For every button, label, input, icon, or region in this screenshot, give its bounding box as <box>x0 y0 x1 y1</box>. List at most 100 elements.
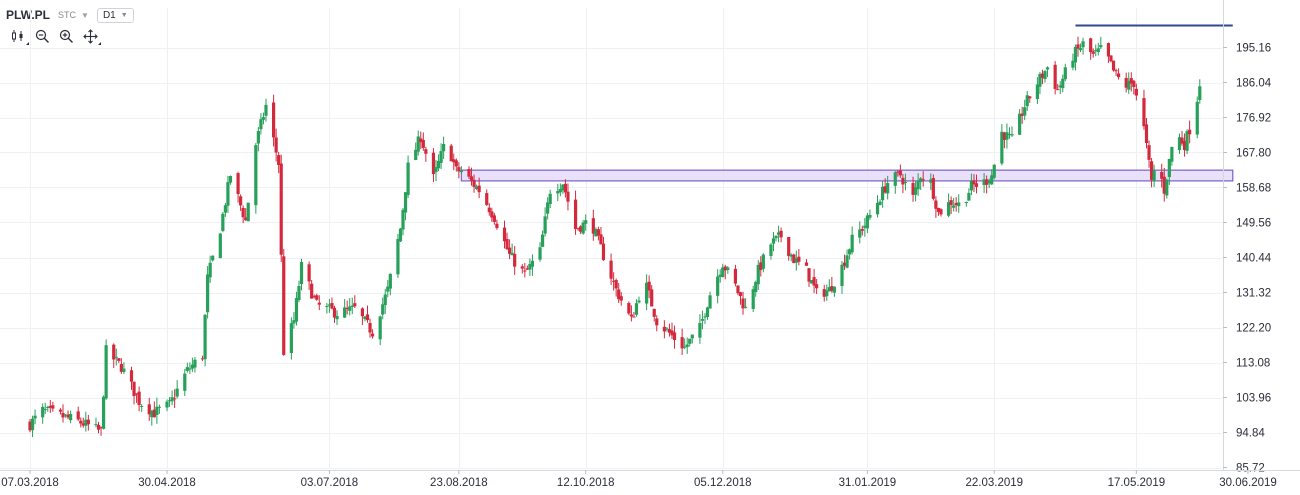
time-tick-label: 05.12.2018 <box>694 477 752 489</box>
candle-up <box>528 263 532 270</box>
candle-up <box>584 220 588 224</box>
candle-up <box>188 368 192 370</box>
candle-up <box>1005 132 1009 140</box>
candle-down <box>647 281 651 291</box>
candle-down <box>81 423 85 426</box>
candle-up <box>863 225 867 228</box>
candle-up <box>1035 84 1039 100</box>
candle-down <box>1144 124 1149 143</box>
candle-up <box>150 410 154 418</box>
candle-up <box>1195 101 1199 135</box>
symbol-label[interactable]: PLW.PL <box>6 8 51 22</box>
candle-down <box>738 292 743 297</box>
candle-up <box>386 286 390 292</box>
candle-up <box>698 323 702 338</box>
candle-up <box>30 418 35 431</box>
candle-up <box>645 282 649 304</box>
candle-down <box>1020 113 1024 116</box>
candle-down <box>28 421 32 431</box>
zoom-out-icon[interactable] <box>34 28 50 44</box>
candle-down <box>239 196 243 206</box>
candle-down <box>274 137 278 153</box>
candle-up <box>185 367 189 371</box>
candle-up <box>43 409 47 411</box>
candle-down <box>812 277 816 286</box>
candle-down <box>1106 43 1111 57</box>
candle-down <box>487 207 491 213</box>
candle-down <box>99 427 103 429</box>
candle-down <box>759 262 763 270</box>
candle-up <box>406 162 410 195</box>
time-tick-label: 31.01.2019 <box>839 477 897 489</box>
candle-down <box>1114 70 1118 72</box>
candle-up <box>378 316 382 340</box>
candle-up <box>1096 48 1100 52</box>
candle-down <box>272 102 276 138</box>
candle-down <box>898 170 902 176</box>
candle-down <box>419 138 423 143</box>
candle-down <box>241 207 245 218</box>
candle-down <box>896 171 900 173</box>
candle-down <box>667 329 672 333</box>
candle-up <box>637 300 641 303</box>
candle-up <box>104 345 108 399</box>
candle-down <box>277 155 281 165</box>
candle-up <box>881 186 885 201</box>
candle-up <box>581 222 585 234</box>
time-tick-label: 03.07.2018 <box>301 477 359 489</box>
price-tick-label: 122.20 <box>1236 323 1271 335</box>
candle-down <box>842 262 847 266</box>
candle-down <box>1182 140 1187 151</box>
candlestick-icon[interactable] <box>10 28 29 45</box>
timeframe-select[interactable]: D1 ▼ <box>96 7 134 23</box>
candle-down <box>365 314 370 321</box>
candle-up <box>875 202 880 215</box>
candle-down <box>1147 145 1151 160</box>
candle-down <box>860 228 864 231</box>
candle-down <box>58 409 63 412</box>
candle-down <box>629 314 633 317</box>
candle-up <box>982 179 986 185</box>
candle-up <box>1081 41 1085 48</box>
candle-up <box>809 280 814 284</box>
candle-down <box>736 285 740 294</box>
price-axis[interactable]: 195.16 186.04 176.92 167.80 158.68 149.56 140.… <box>1223 0 1272 475</box>
candle-up <box>1071 60 1075 68</box>
candle-down <box>1116 73 1121 78</box>
candle-down <box>680 337 684 349</box>
price-tick-label: 113.08 <box>1236 358 1270 370</box>
candle-down <box>601 243 606 261</box>
candle-down <box>66 414 70 418</box>
candle-down <box>1129 78 1133 84</box>
candle-up <box>1038 74 1042 87</box>
candle-up <box>769 244 773 256</box>
candle-down <box>1124 77 1128 88</box>
candle-down <box>1089 38 1093 53</box>
candle-up <box>289 323 293 354</box>
candle-up <box>964 202 968 204</box>
candle-up <box>893 172 897 186</box>
candle-down <box>949 200 953 205</box>
candle-up <box>155 406 159 416</box>
candle-up <box>348 306 352 311</box>
candle-up <box>530 260 535 267</box>
candle-down <box>513 253 517 267</box>
candle-down <box>48 405 52 408</box>
price-tick-label: 158.68 <box>1236 183 1271 195</box>
crosshair-move-icon[interactable] <box>82 28 101 45</box>
candle-up <box>969 180 974 191</box>
exchange-dropdown-icon[interactable]: ▼ <box>81 10 89 20</box>
candle-up <box>1099 45 1103 48</box>
candle-up <box>1094 50 1098 52</box>
candle-up <box>556 191 560 194</box>
candle-down <box>576 228 580 230</box>
time-axis[interactable]: 07.03.2018 30.04.2018 03.07.2018 23.08.2018… <box>0 470 1300 489</box>
candle-down <box>1142 98 1146 127</box>
candle-up <box>170 397 174 402</box>
candle-down <box>1076 44 1080 49</box>
candle-down <box>609 260 613 279</box>
candle-up <box>703 316 707 318</box>
time-tick-label: 22.03.2019 <box>965 477 1023 489</box>
zoom-in-icon[interactable] <box>58 28 74 44</box>
